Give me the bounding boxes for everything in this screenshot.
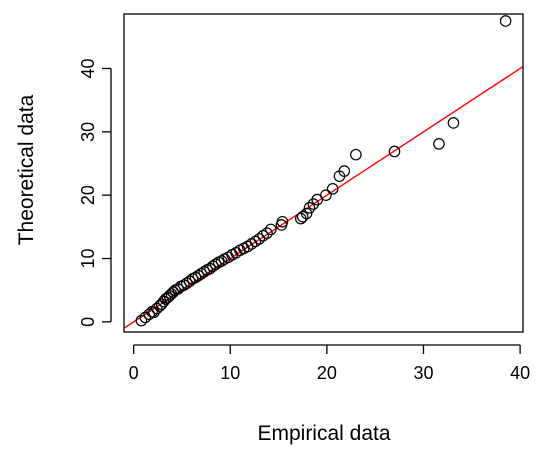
- data-point: [261, 227, 273, 239]
- data-point: [388, 145, 401, 158]
- data-point: [178, 279, 190, 291]
- x-tick-label: 30: [413, 363, 433, 383]
- data-point: [148, 306, 160, 319]
- data-point: [296, 210, 309, 223]
- data-point: [303, 202, 316, 214]
- x-tick-label: 0: [129, 363, 139, 383]
- data-point: [338, 165, 351, 177]
- y-axis-title: Theoretical data: [15, 94, 38, 245]
- data-point: [135, 314, 148, 327]
- data-point: [320, 189, 332, 201]
- data-point: [192, 269, 205, 282]
- data-point: [433, 138, 445, 150]
- x-tick-label: 10: [220, 363, 240, 383]
- data-point: [265, 223, 277, 236]
- y-axis: 0 10 20 30 40: [78, 58, 112, 327]
- x-axis-title: Empirical data: [257, 422, 390, 445]
- data-point: [215, 255, 228, 267]
- x-axis: 0 10 20 30 40: [129, 344, 530, 383]
- data-point: [189, 271, 202, 284]
- y-tick-label: 20: [78, 185, 98, 205]
- data-point: [350, 148, 362, 161]
- data-point: [180, 277, 193, 290]
- data-point: [204, 262, 216, 275]
- data-point: [300, 207, 313, 220]
- data-point: [183, 275, 196, 288]
- y-tick-label: 30: [78, 122, 98, 142]
- y-tick-label: 10: [78, 249, 98, 269]
- x-tick-label: 20: [317, 363, 337, 383]
- plot-frame: [123, 13, 524, 333]
- plot-area: [123, 13, 524, 333]
- data-point: [276, 215, 289, 228]
- data-point: [198, 266, 210, 278]
- data-point: [207, 260, 219, 272]
- data-points: [135, 15, 512, 327]
- y-tick-label: 40: [78, 58, 98, 78]
- data-point: [209, 258, 222, 271]
- reference-line: [123, 65, 524, 329]
- data-point: [172, 283, 184, 295]
- y-tick-label: 0: [78, 317, 98, 327]
- data-point: [447, 117, 460, 129]
- data-point: [195, 267, 208, 280]
- data-point: [139, 311, 152, 324]
- data-point: [253, 233, 266, 245]
- data-point: [143, 308, 155, 321]
- data-point: [326, 183, 339, 195]
- data-point: [499, 15, 512, 27]
- x-tick-label: 40: [510, 363, 530, 383]
